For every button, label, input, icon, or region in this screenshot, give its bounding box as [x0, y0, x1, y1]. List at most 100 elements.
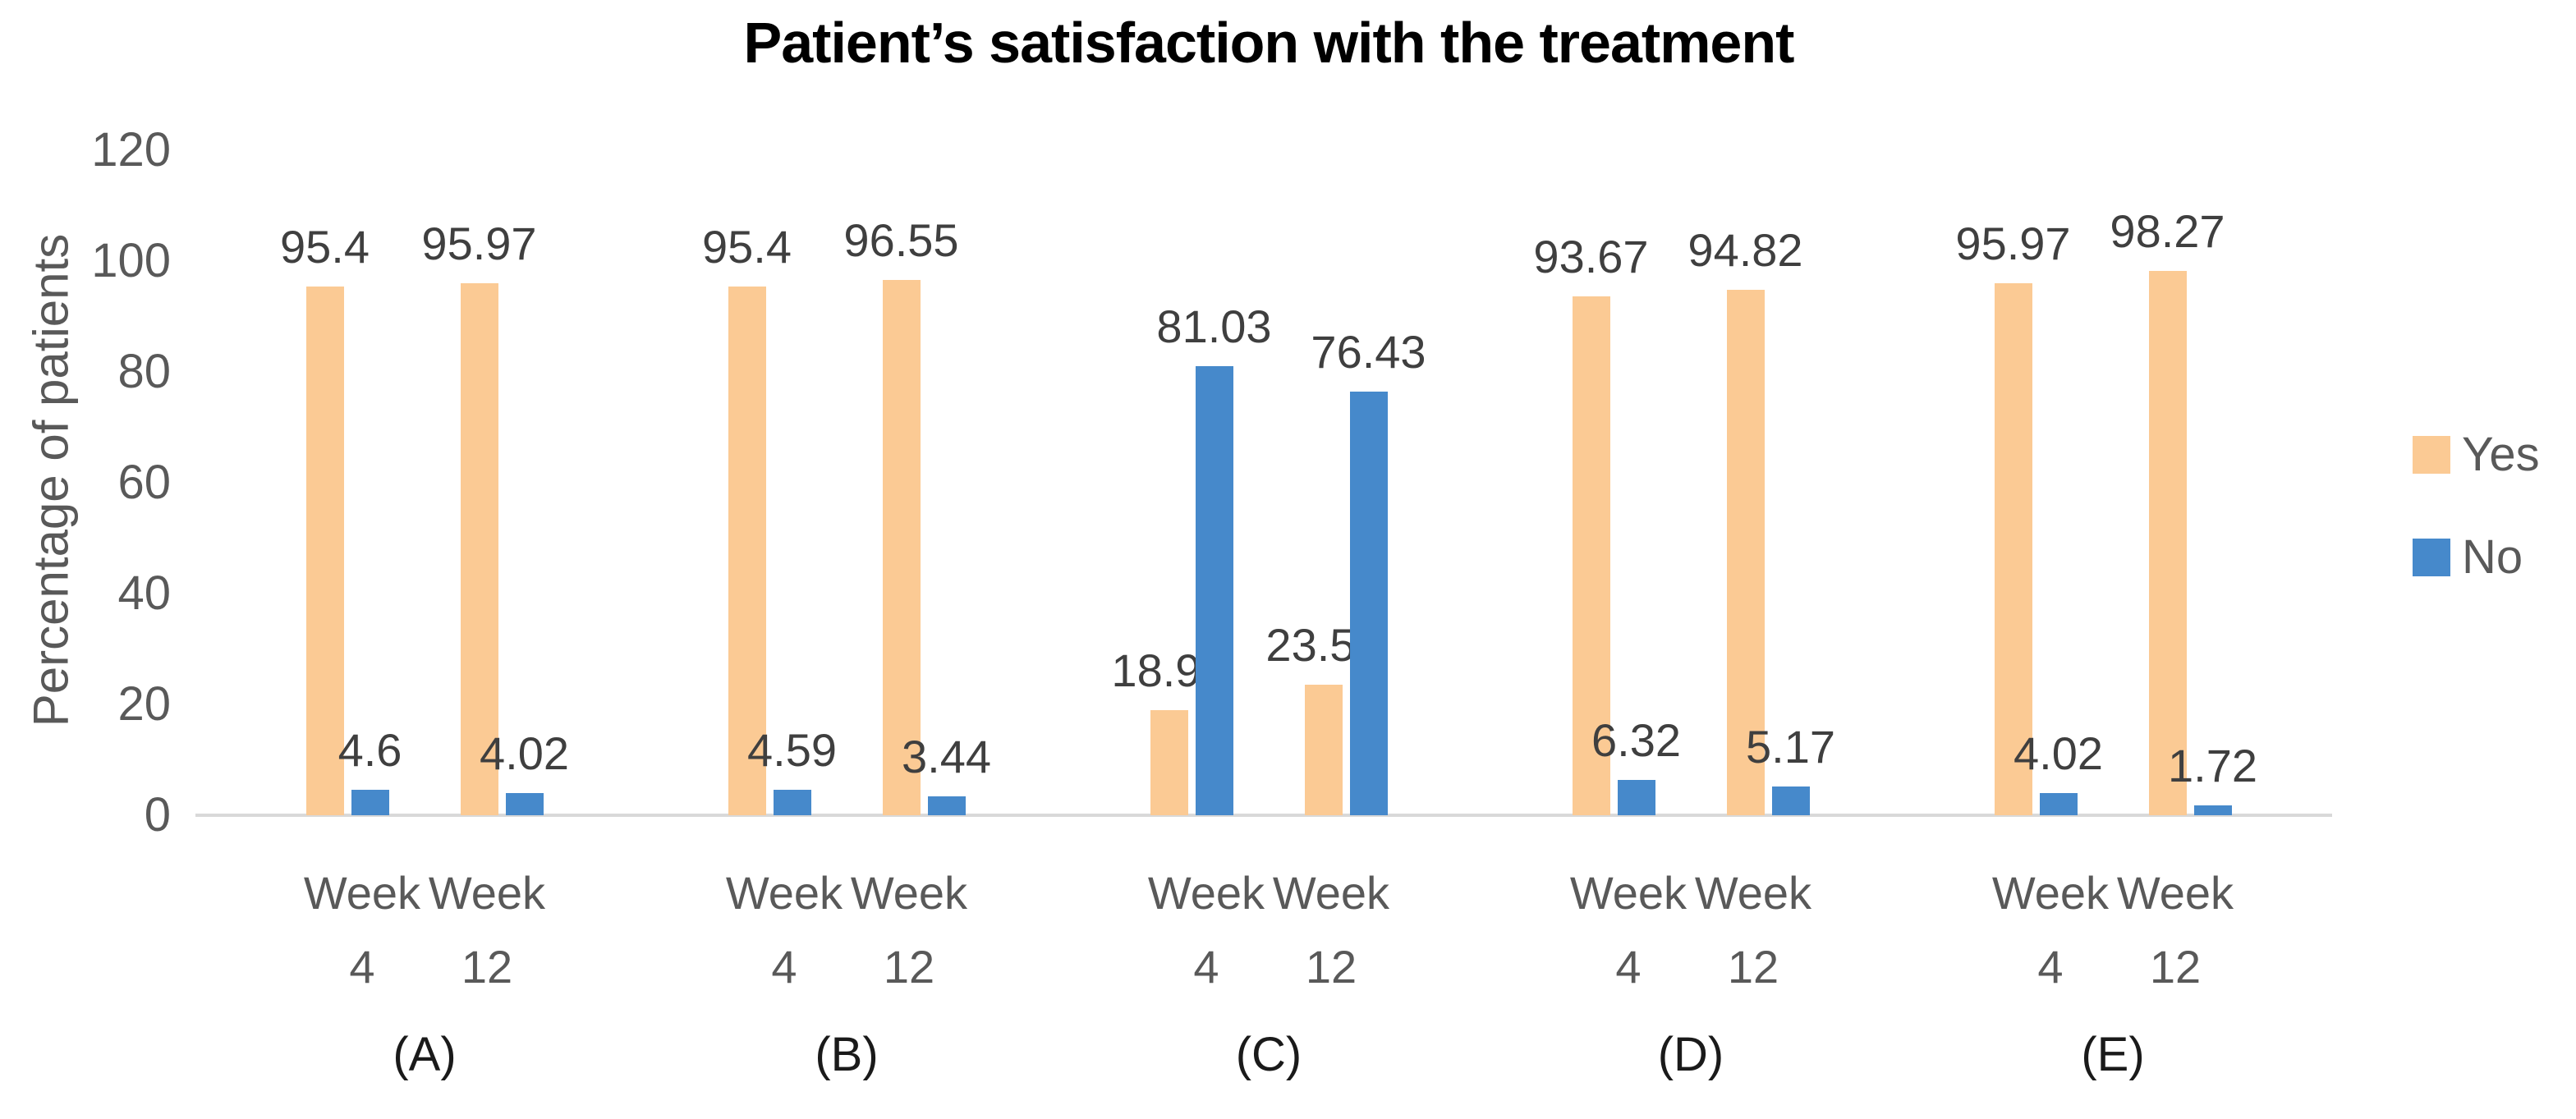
bar-pair: 93.67 6.32 — [1533, 150, 1681, 815]
bars-row: 93.67 6.32 94.82 5.17 — [1480, 150, 1902, 815]
bar-slot-yes: 23.56 — [1265, 150, 1381, 815]
legend-label-yes: Yes — [2462, 428, 2540, 481]
bar-slot-no: 3.44 — [902, 150, 991, 815]
group-label: (B) — [815, 1028, 879, 1081]
bars-row: 95.4 4.59 96.55 3.44 — [636, 150, 1058, 815]
bar-yes — [1304, 684, 1343, 815]
category-labels: Week 4 Week 12 — [1480, 856, 1902, 1004]
x-axis-line — [195, 814, 2332, 817]
y-tick-label: 120 — [91, 123, 171, 177]
bar-no — [505, 792, 544, 815]
bar-no — [2193, 805, 2232, 815]
bars-row: 18.96 81.03 23.56 76.43 — [1058, 150, 1480, 815]
data-label-no: 4.02 — [2014, 727, 2103, 779]
category-labels: Week 4 Week 12 — [1058, 856, 1480, 1004]
category-labels: Week 4 Week 12 — [1902, 856, 2324, 1004]
bars-row: 95.97 4.02 98.27 1.72 — [1902, 150, 2324, 815]
bar-slot-yes: 98.27 — [2110, 150, 2225, 815]
bar-pair: 23.56 76.43 — [1265, 150, 1426, 815]
group-b: 95.4 4.59 96.55 3.44 Week 4 Week 12 (B) — [636, 150, 1058, 1119]
bar-pair: 94.82 5.17 — [1687, 150, 1835, 815]
data-label-no: 4.02 — [480, 727, 569, 779]
bar-slot-yes: 95.97 — [1955, 150, 2071, 815]
bar-pair: 95.97 4.02 — [1955, 150, 2103, 815]
data-label-no: 3.44 — [902, 730, 991, 782]
bar-no — [1195, 366, 1233, 815]
bar-slot-no: 4.02 — [480, 150, 569, 815]
bar-slot-yes: 95.4 — [702, 150, 792, 815]
bar-slot-no: 6.32 — [1591, 150, 1681, 815]
category-label: Week 12 — [2116, 867, 2234, 993]
y-axis-ticks: 0 20 40 60 80 100 120 — [33, 0, 171, 1119]
data-label-yes: 93.67 — [1533, 230, 1649, 282]
bar-no — [1349, 392, 1388, 815]
plot-area: 95.4 4.6 95.97 4.02 Week 4 Week 12 (A) 95.4 4.59 96… — [214, 150, 2324, 1119]
bar-slot-no: 81.03 — [1156, 150, 1272, 815]
legend-item-no: No — [2413, 530, 2540, 585]
bar-yes — [1994, 283, 2032, 815]
bar-slot-no: 1.72 — [2168, 150, 2257, 815]
bar-slot-no: 4.6 — [338, 150, 402, 815]
bar-yes — [1726, 289, 1765, 815]
data-label-no: 6.32 — [1591, 714, 1681, 767]
bar-slot-yes: 94.82 — [1687, 150, 1803, 815]
category-label: Week 12 — [428, 867, 546, 993]
bar-yes — [728, 287, 766, 815]
data-label-no: 76.43 — [1311, 326, 1426, 378]
chart-title: Patient’s satisfaction with the treatmen… — [743, 11, 1795, 75]
y-tick-label: 20 — [117, 677, 171, 731]
bar-pair: 18.96 81.03 — [1111, 150, 1272, 815]
bar-no — [351, 789, 389, 815]
bar-no — [1617, 780, 1655, 815]
bar-slot-no: 4.02 — [2014, 150, 2103, 815]
bar-pair: 95.4 4.59 — [702, 150, 837, 815]
bar-yes — [305, 287, 344, 815]
bar-pair: 96.55 3.44 — [843, 150, 991, 815]
bar-no — [927, 796, 966, 815]
data-label-yes: 94.82 — [1687, 223, 1803, 276]
data-label-no: 4.59 — [747, 724, 837, 777]
group-d: 93.67 6.32 94.82 5.17 Week 4 Week 12 (D) — [1480, 150, 1902, 1119]
data-label-no: 81.03 — [1156, 300, 1272, 353]
group-label: (C) — [1235, 1028, 1302, 1081]
bar-slot-no: 5.17 — [1746, 150, 1835, 815]
bar-yes — [460, 283, 498, 815]
legend-label-no: No — [2462, 530, 2523, 584]
y-tick-label: 60 — [117, 456, 171, 509]
bar-no — [2039, 792, 2078, 815]
data-label-yes: 95.4 — [280, 221, 370, 273]
bar-yes — [1150, 710, 1188, 815]
bar-yes — [1572, 296, 1610, 815]
legend-swatch-yes — [2413, 435, 2450, 474]
data-label-yes: 96.55 — [843, 214, 959, 267]
data-label-no: 4.6 — [337, 723, 402, 776]
group-label: (E) — [2081, 1028, 2145, 1081]
category-label: Week 12 — [1272, 867, 1390, 993]
legend-swatch-no — [2413, 538, 2450, 576]
bar-slot-yes: 93.67 — [1533, 150, 1649, 815]
category-label: Week 4 — [303, 867, 421, 993]
category-label: Week 4 — [1569, 867, 1687, 993]
category-label: Week 4 — [725, 867, 843, 993]
bar-slot-no: 4.59 — [747, 150, 837, 815]
data-label-no: 5.17 — [1746, 721, 1835, 773]
y-tick-label: 40 — [117, 566, 171, 620]
category-label: Week 12 — [850, 867, 968, 993]
category-labels: Week 4 Week 12 — [214, 856, 636, 1004]
group-e: 95.97 4.02 98.27 1.72 Week 4 Week 12 (E) — [1902, 150, 2324, 1119]
bar-pair: 98.27 1.72 — [2110, 150, 2257, 815]
data-label-no: 1.72 — [2168, 740, 2257, 792]
bars-row: 95.4 4.6 95.97 4.02 — [214, 150, 636, 815]
y-tick-label: 80 — [117, 345, 171, 398]
bar-yes — [882, 280, 921, 815]
category-labels: Week 4 Week 12 — [636, 856, 1058, 1004]
group-c: 18.96 81.03 23.56 76.43 Week 4 Week 12 (C) — [1058, 150, 1480, 1119]
group-a: 95.4 4.6 95.97 4.02 Week 4 Week 12 (A) — [214, 150, 636, 1119]
y-tick-label: 100 — [91, 234, 171, 287]
data-label-yes: 95.4 — [702, 221, 792, 273]
bar-slot-yes: 95.97 — [421, 150, 537, 815]
group-label: (D) — [1657, 1028, 1724, 1081]
data-label-yes: 98.27 — [2110, 204, 2225, 257]
bar-pair: 95.4 4.6 — [280, 150, 402, 815]
